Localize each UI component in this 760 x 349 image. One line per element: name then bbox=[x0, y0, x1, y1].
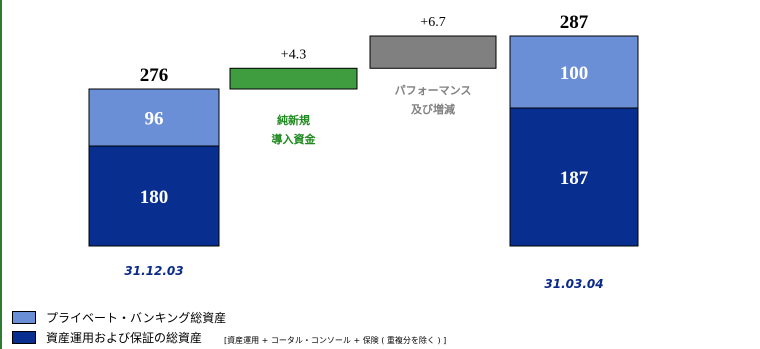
value-label-31.03.04-asset-management: 187 bbox=[560, 168, 589, 189]
bar-31.12.03-asset-management bbox=[88, 145, 220, 247]
caption-net_new_money-0: 純新規 bbox=[277, 113, 310, 127]
bar-31.03.04-asset-management bbox=[509, 107, 639, 247]
total-label-31.03.04: 287 bbox=[560, 12, 589, 33]
total-label-31.12.03: 276 bbox=[140, 65, 169, 86]
left-border-rule bbox=[0, 0, 2, 349]
bar-performance bbox=[369, 35, 497, 69]
caption-performance-0: パフォーマンス bbox=[395, 84, 472, 97]
delta-label-performance: +6.7 bbox=[420, 15, 445, 30]
legend-label-private-banking: プライベート・バンキング総資産 bbox=[46, 311, 227, 325]
legend-swatch-asset-management bbox=[12, 331, 36, 344]
date-label-31.12.03: 31.12.03 bbox=[124, 264, 183, 278]
value-label-31.12.03-asset-management: 180 bbox=[140, 187, 169, 208]
bar-31.03.04-private-banking bbox=[509, 35, 639, 109]
caption-net_new_money-1: 導入資金 bbox=[272, 132, 317, 146]
value-label-31.12.03-private-banking: 96 bbox=[145, 109, 164, 130]
value-label-31.03.04-private-banking: 100 bbox=[560, 63, 589, 84]
legend-item-private-banking: プライベート・バンキング総資産 bbox=[12, 309, 226, 326]
delta-label-net_new_money: +4.3 bbox=[281, 47, 306, 62]
legend-note-asset-management: [資産運用 + コータル・コンソール + 保険 ( 重複分を除く ) ] bbox=[224, 336, 447, 345]
legend-label-asset-management: 資産運用および保証の総資産 bbox=[46, 331, 203, 345]
date-label-31.03.04: 31.03.04 bbox=[544, 277, 603, 291]
bar-net_new_money bbox=[229, 67, 358, 90]
legend-item-asset-management: 資産運用および保証の総資産 [資産運用 + コータル・コンソール + 保険 ( … bbox=[12, 329, 446, 346]
caption-performance-1: 及び増減 bbox=[411, 102, 455, 116]
legend-swatch-private-banking bbox=[12, 311, 36, 324]
